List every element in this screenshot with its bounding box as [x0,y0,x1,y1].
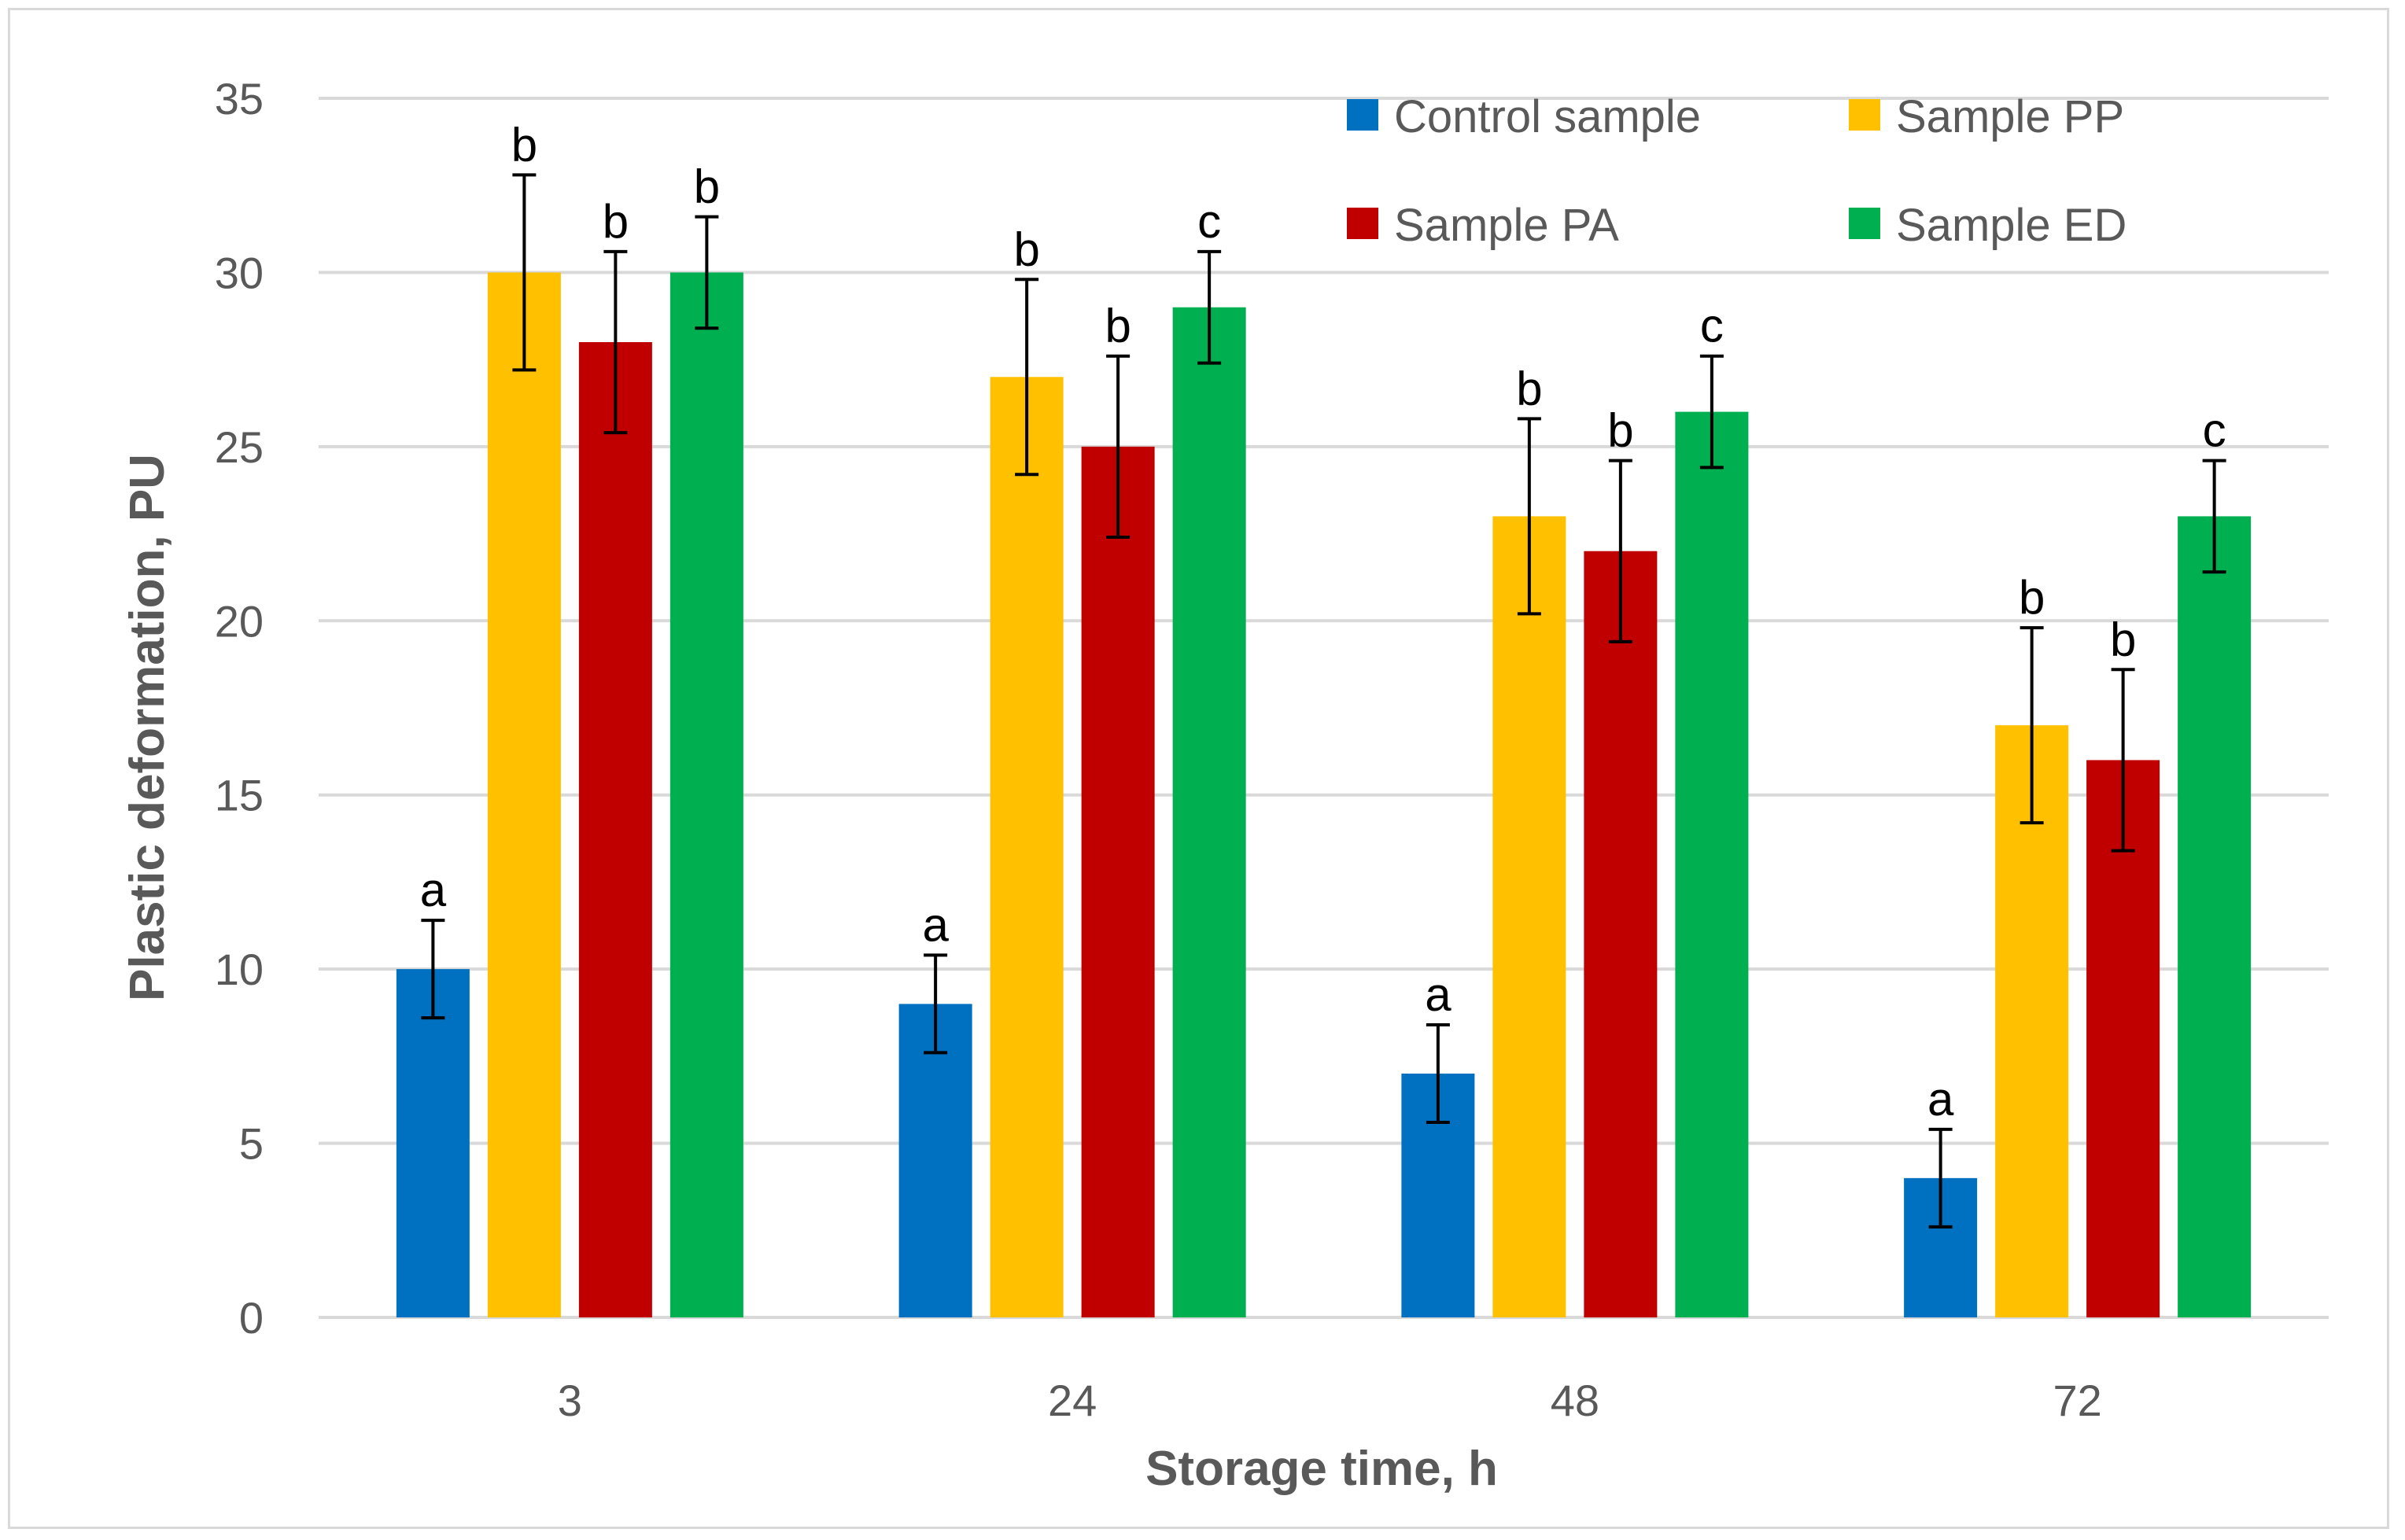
y-tick-label: 20 [215,596,264,646]
significance-letter: a [420,864,447,916]
bar-control-sample-3 [396,969,470,1317]
significance-letter: b [1013,223,1039,275]
gridlines [319,97,2329,1319]
bar-sample-pa-24 [1081,446,1155,1317]
bar-sample-ed-3 [669,272,743,1317]
bars [396,272,2252,1318]
y-tick-label: 30 [215,248,264,297]
significance-letter: b [1105,300,1131,352]
legend-swatch [1849,99,1880,131]
significance-letter: b [1516,362,1542,414]
bar-sample-pa-3 [578,342,652,1317]
bar-sample-ed-48 [1675,411,1749,1317]
y-tick-label: 35 [215,74,264,123]
legend-label: Sample PA [1394,200,1619,251]
significance-letter: c [1700,300,1724,352]
significance-letter: a [1927,1073,1954,1126]
bar-sample-pp-3 [487,272,561,1317]
significance-letters: a b b b a b b c a b b c a b b c [420,118,2226,1125]
legend-swatch [1849,208,1880,239]
bar-sample-pp-48 [1492,516,1566,1317]
significance-letter: b [2110,613,2136,665]
y-tick-label: 25 [215,422,264,472]
bar-sample-pa-72 [2086,760,2160,1317]
significance-letter: b [511,118,537,171]
y-tick-label: 10 [215,945,264,994]
significance-letter: a [1425,968,1451,1021]
bar-sample-pa-48 [1584,551,1658,1317]
y-axis-ticks: 0 5 10 15 20 25 30 35 [215,74,264,1343]
x-tick-label: 3 [558,1376,582,1425]
legend-label: Sample PP [1896,91,2124,142]
y-tick-label: 5 [239,1119,264,1169]
significance-letter: b [603,195,629,248]
significance-letter: b [1607,404,1633,457]
bar-sample-pp-24 [990,377,1064,1318]
x-axis-title: Storage time, h [1145,1442,1498,1496]
significance-letter: c [1197,195,1221,248]
y-axis-title: Plastic deformation, PU [120,454,175,1001]
error-bars [421,173,2226,1229]
y-tick-label: 0 [239,1293,264,1343]
x-tick-label: 24 [1048,1376,1097,1425]
bar-sample-ed-24 [1172,307,1246,1317]
legend: Control sample Sample PP Sample PA Sample E… [1347,91,2127,251]
legend-label: Control sample [1394,91,1701,142]
x-tick-label: 48 [1551,1376,1599,1425]
legend-swatch [1347,208,1378,239]
bar-sample-ed-72 [2178,516,2252,1317]
significance-letter: c [2203,404,2226,457]
significance-letter: b [694,160,720,213]
legend-swatch [1347,99,1378,131]
significance-letter: b [2019,571,2045,624]
legend-label: Sample ED [1896,200,2127,251]
significance-letter: a [922,898,949,951]
y-tick-label: 15 [215,771,264,820]
bar-control-sample-24 [898,1004,972,1317]
x-tick-label: 72 [2053,1376,2101,1425]
x-axis-ticks: 3 24 48 72 [558,1376,2102,1425]
